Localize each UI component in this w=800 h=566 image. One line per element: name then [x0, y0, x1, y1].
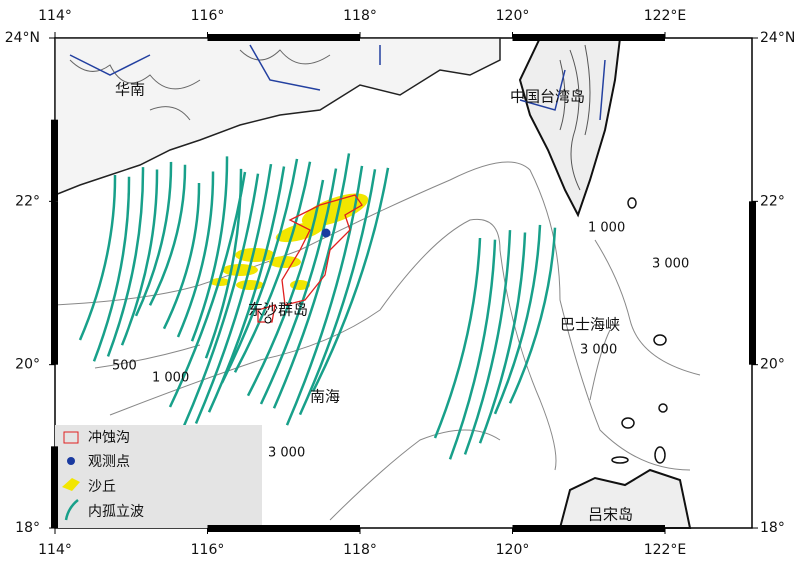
- contour-label: 1 000: [588, 221, 625, 236]
- internal-wave: [478, 232, 527, 444]
- depth-contours: [54, 161, 701, 521]
- internal-wave: [190, 156, 229, 342]
- internal-wave: [233, 161, 312, 373]
- land-luzon: [558, 468, 692, 529]
- land-contours: [69, 49, 331, 121]
- internal-wave: [106, 167, 145, 357]
- internal-wave: [448, 239, 497, 460]
- frame-band: [207, 525, 360, 532]
- lat-tick-label: 24°N: [5, 30, 40, 46]
- internal-wave: [162, 182, 201, 330]
- lat-tick-label: 22°: [760, 193, 785, 209]
- internal-wave: [220, 158, 299, 384]
- place-label: 中国台湾岛: [510, 88, 585, 106]
- internal-wave: [168, 171, 247, 408]
- frame-band: [207, 34, 360, 41]
- internal-wave: [194, 163, 273, 424]
- contour-label: 3 000: [580, 343, 617, 358]
- frame-band: [51, 201, 58, 365]
- legend-label: 冲蚀沟: [88, 430, 130, 446]
- lat-tick-label: 18°: [15, 520, 40, 536]
- legend: 冲蚀沟 观测点 沙丘 内孤立波: [55, 425, 262, 528]
- graticule-frame: 114° 114° 116° 116° 118° 118° 120° 120° 122°E 122…: [5, 8, 796, 558]
- lon-tick-label: 120°: [496, 542, 530, 558]
- internal-wave: [120, 169, 159, 346]
- internal-wave: [134, 161, 173, 317]
- internal-wave: [259, 168, 338, 405]
- contour-label: 3 000: [268, 446, 305, 461]
- frame-band: [51, 119, 58, 202]
- legend-box: [55, 425, 262, 528]
- internal-wave: [285, 165, 364, 426]
- rivers: [69, 44, 381, 91]
- internal-wave: [176, 171, 215, 338]
- lat-tick-label: 24°N: [760, 30, 795, 46]
- lon-tick-label: 120°: [496, 8, 530, 24]
- frame-band: [749, 201, 756, 365]
- internal-wave: [298, 169, 377, 416]
- contour-label: 500: [112, 359, 137, 374]
- internal-wave: [92, 176, 131, 362]
- frame-band: [51, 446, 58, 529]
- islands: [611, 197, 668, 464]
- legend-swatch: [63, 431, 79, 444]
- internal-wave: [78, 174, 117, 341]
- place-label: 东沙群岛: [248, 301, 308, 319]
- internal-wave: [433, 237, 482, 439]
- lat-tick-label: 18°: [760, 520, 785, 536]
- legend-label: 观测点: [88, 454, 130, 470]
- internal-wave: [148, 164, 187, 306]
- lon-tick-label: 118°: [343, 8, 377, 24]
- internal-wave: [311, 167, 390, 393]
- internal-wave: [493, 224, 542, 415]
- lon-tick-label: 114°: [38, 542, 72, 558]
- internal-wave: [508, 227, 557, 404]
- lon-tick-label: 116°: [191, 542, 225, 558]
- lat-tick-label: 22°: [15, 193, 40, 209]
- contour-label: 1 000: [152, 371, 189, 386]
- place-label: 巴士海峡: [560, 316, 620, 334]
- legend-swatch: [64, 499, 79, 521]
- taiwan-contours: [559, 44, 591, 191]
- lat-tick-label: 20°: [760, 357, 785, 373]
- lat-tick-label: 20°: [15, 357, 40, 373]
- lon-tick-label: 114°: [38, 8, 72, 24]
- dongsha-island: [264, 316, 272, 324]
- lon-tick-label: 116°: [191, 8, 225, 24]
- land-south-china: [54, 37, 501, 197]
- place-label: 南海: [310, 388, 340, 406]
- erosion-gully: [257, 194, 363, 323]
- lon-tick-label: 122°E: [644, 542, 687, 558]
- legend-swatch: [67, 457, 75, 465]
- frame-band: [512, 525, 665, 532]
- legend-label: 沙丘: [88, 479, 116, 495]
- lon-tick-label: 118°: [343, 542, 377, 558]
- place-label: 吕宋岛: [588, 506, 633, 524]
- frame-band: [512, 34, 665, 41]
- taiwan-rivers: [519, 59, 606, 121]
- place-label: 华南: [115, 81, 145, 99]
- contour-label: 3 000: [652, 257, 689, 272]
- internal-wave: [246, 179, 325, 397]
- internal-waves: [78, 153, 557, 460]
- internal-wave: [181, 173, 260, 429]
- observation-point: [321, 228, 331, 238]
- legend-swatch: [62, 478, 80, 491]
- land-taiwan: [518, 37, 622, 218]
- lon-tick-label: 122°E: [644, 8, 687, 24]
- internal-wave: [463, 230, 512, 455]
- legend-label: 内孤立波: [88, 504, 144, 520]
